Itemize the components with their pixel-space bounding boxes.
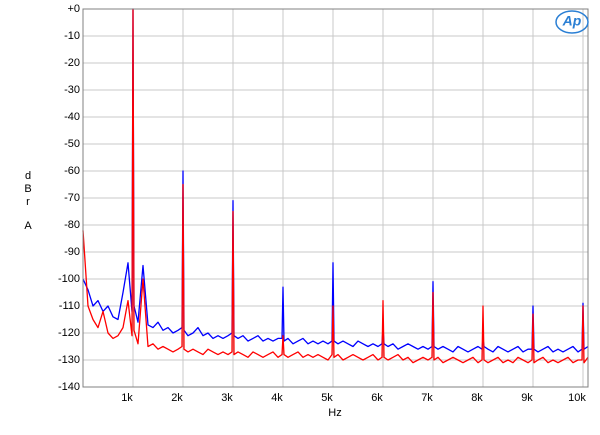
y-tick-label: -50 bbox=[64, 138, 80, 150]
x-tick-label: 1k bbox=[121, 392, 133, 404]
y-tick-label: -130 bbox=[58, 354, 80, 366]
x-tick-label: 7k bbox=[421, 392, 433, 404]
y-tick-label: +0 bbox=[67, 3, 80, 15]
y-axis-label: dBr bbox=[22, 170, 34, 209]
series-line bbox=[82, 8, 589, 364]
series-line bbox=[82, 8, 589, 353]
x-axis-label: Hz bbox=[328, 407, 341, 419]
y-tick-label: -60 bbox=[64, 165, 80, 177]
x-tick-label: 5k bbox=[321, 392, 333, 404]
x-tick-label: 6k bbox=[371, 392, 383, 404]
y-axis-unit: A bbox=[24, 220, 32, 232]
logo: Ap bbox=[562, 13, 582, 29]
y-tick-label: -100 bbox=[58, 273, 80, 285]
y-tick-label: -120 bbox=[58, 327, 80, 339]
y-tick-label: -40 bbox=[64, 111, 80, 123]
y-tick-label: -20 bbox=[64, 57, 80, 69]
x-tick-label: 8k bbox=[471, 392, 483, 404]
y-tick-label: -140 bbox=[58, 381, 80, 393]
y-tick-label: -110 bbox=[59, 300, 80, 312]
x-tick-label: 3k bbox=[221, 392, 233, 404]
y-tick-label: -90 bbox=[64, 246, 80, 258]
x-tick-label: 10k bbox=[568, 392, 586, 404]
x-tick-label: 2k bbox=[171, 392, 183, 404]
logo-ring bbox=[555, 10, 589, 34]
y-tick-label: -30 bbox=[64, 84, 80, 96]
y-tick-label: -80 bbox=[64, 219, 80, 231]
y-tick-label: -10 bbox=[64, 30, 80, 42]
plot-frame bbox=[82, 8, 589, 388]
y-tick-label: -70 bbox=[64, 192, 80, 204]
lines bbox=[82, 8, 589, 364]
x-tick-label: 4k bbox=[271, 392, 283, 404]
x-tick-label: 9k bbox=[521, 392, 533, 404]
